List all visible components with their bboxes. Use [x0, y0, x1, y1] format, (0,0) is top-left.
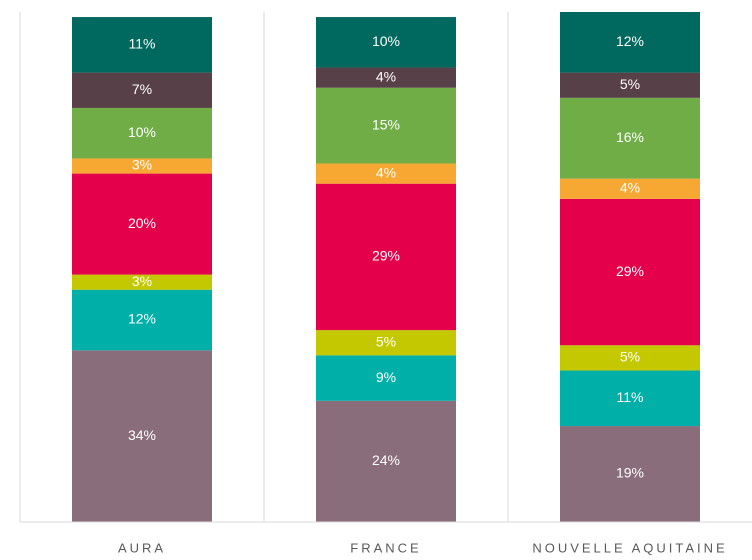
bar-segment [316, 17, 456, 68]
value-label: 29% [372, 248, 400, 264]
bar-segment [72, 72, 212, 108]
bar-segment [560, 97, 700, 179]
bar-segment [316, 163, 456, 184]
bar-segment [72, 350, 212, 522]
value-label: 12% [616, 33, 644, 49]
bar-segment [560, 178, 700, 199]
bar-segment [316, 87, 456, 164]
bar-segment [72, 173, 212, 275]
value-label: 20% [128, 215, 156, 231]
value-label: 10% [372, 33, 400, 49]
value-label: 3% [132, 157, 152, 173]
value-label: 4% [376, 164, 396, 180]
x-tick-label: FRANCE [350, 540, 421, 555]
value-label: 5% [620, 76, 640, 92]
value-label: 15% [372, 116, 400, 132]
bar-segment [72, 274, 212, 290]
value-label: 29% [616, 263, 644, 279]
bar-segment [560, 345, 700, 371]
value-label: 19% [616, 465, 644, 481]
value-label: 12% [128, 311, 156, 327]
bar-segment [316, 355, 456, 401]
value-label: 11% [129, 36, 156, 52]
value-label: 10% [128, 124, 156, 140]
value-label: 24% [372, 452, 400, 468]
value-label: 5% [376, 333, 396, 349]
bar-segment [560, 370, 700, 427]
value-label: 7% [132, 81, 152, 97]
bar-segment [316, 400, 456, 522]
value-label: 3% [132, 273, 152, 289]
value-label: 34% [128, 427, 156, 443]
value-label: 4% [620, 179, 640, 195]
bar-segment [560, 426, 700, 522]
bar-segment [316, 183, 456, 331]
value-label: 11% [617, 389, 644, 405]
bar-segment [560, 72, 700, 98]
bar-segment [72, 289, 212, 351]
value-label: 4% [376, 68, 396, 84]
bar-segment [72, 107, 212, 159]
bar-segment [316, 330, 456, 356]
value-label: 5% [620, 349, 640, 365]
x-tick-label: AURA [118, 540, 166, 555]
bar-segment [560, 12, 700, 73]
bar-segment [316, 67, 456, 88]
value-label: 9% [376, 369, 396, 385]
value-label: 16% [616, 129, 644, 145]
bar-segment [560, 198, 700, 346]
bar-segment [72, 17, 212, 73]
bar-segment [72, 158, 212, 174]
x-tick-label: NOUVELLE AQUITAINE [532, 540, 727, 555]
